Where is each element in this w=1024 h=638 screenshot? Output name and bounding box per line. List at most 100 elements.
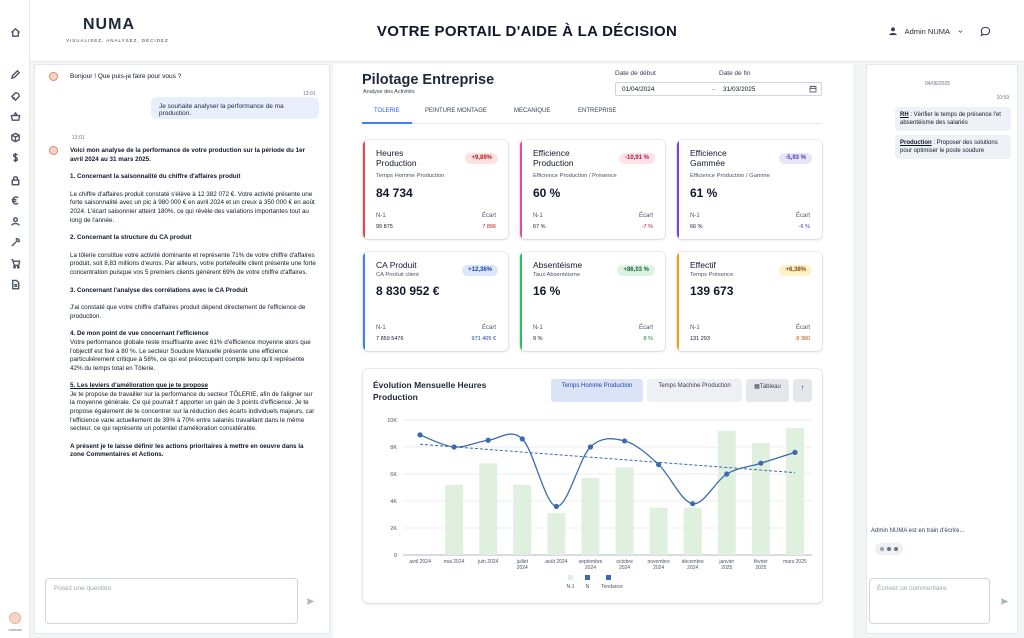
y-tick-label: 6K xyxy=(390,472,397,478)
table-icon: ▦ xyxy=(754,384,760,390)
user-message: Je souhaite analyser la performance de m… xyxy=(151,97,319,119)
rocket-icon[interactable] xyxy=(10,91,21,102)
kpi-n1-value: 99 875 xyxy=(376,224,393,230)
tab-peinture-montage[interactable]: PEINTURE MONTAGE xyxy=(425,108,487,114)
pencil-icon[interactable] xyxy=(10,69,21,80)
box-icon[interactable] xyxy=(10,132,21,143)
chat-bubble-icon[interactable] xyxy=(980,26,991,37)
x-tick-label: décembre xyxy=(682,559,704,565)
logo-tagline: VISUALISEZ, ANALYSEZ, DÉCIDEZ xyxy=(66,38,169,43)
temps-machine-button[interactable]: Temps Machine Production xyxy=(647,379,742,402)
kpi-variation-badge: +86,03 % xyxy=(617,265,655,276)
kpi-subtitle: Temps Homme Production xyxy=(376,173,445,179)
assistant-chat-panel: Bonjour ! Que puis-je faire pour vous ? … xyxy=(34,64,330,634)
kpi-n1-value: 7 859 5476 xyxy=(376,336,404,342)
x-tick-label: 2025 xyxy=(755,565,766,571)
kpi-title: Efficience Gammée xyxy=(690,148,727,168)
question-input[interactable]: Posez une question xyxy=(45,578,298,624)
dashboard-title: Pilotage Entreprise xyxy=(362,72,495,88)
kpi-title: Absentéisme xyxy=(533,260,583,270)
start-date-field[interactable]: 01/04/2024 xyxy=(622,86,655,93)
home-icon[interactable] xyxy=(10,27,21,38)
kpi-value: 8 830 952 € xyxy=(376,284,440,298)
kpi-variation-badge: +6,38% xyxy=(779,265,812,276)
kpi-card-heures-production[interactable]: Heures Production +9,89% Temps Homme Produ… xyxy=(363,140,508,239)
point-n xyxy=(587,444,594,450)
x-tick-label: avril 2024 xyxy=(409,559,431,565)
bar-n1 xyxy=(649,507,668,555)
y-tick-label: 10K xyxy=(387,418,397,424)
bar-n1 xyxy=(683,507,702,555)
logo-name: NUMA xyxy=(83,16,135,33)
kpi-ecart-value: 971 405 € xyxy=(471,336,496,342)
legend-label: Tendance xyxy=(601,584,623,590)
user-icon xyxy=(888,27,897,36)
x-tick-label: mars 2025 xyxy=(783,559,807,565)
trend-line xyxy=(420,443,795,474)
kpi-accent-bar xyxy=(677,252,679,351)
cart-icon[interactable] xyxy=(10,258,21,269)
temps-homme-button[interactable]: Temps Homme Production xyxy=(551,379,643,402)
bar-n1 xyxy=(581,478,600,555)
tab-entreprise[interactable]: ENTREPRISE xyxy=(578,108,617,114)
y-tick-label: 2K xyxy=(390,526,397,532)
kpi-accent-bar xyxy=(363,252,365,351)
x-tick-label: mai 2024 xyxy=(444,559,465,565)
kpi-accent-bar xyxy=(520,252,522,351)
x-tick-label: 2024 xyxy=(653,565,664,571)
comment-input[interactable]: Écrivez un commentaire xyxy=(869,578,990,624)
dollar-icon[interactable] xyxy=(10,152,21,163)
date-range-picker[interactable]: 01/04/2024 – 31/03/2025 xyxy=(615,82,822,96)
basket-icon[interactable] xyxy=(10,111,21,122)
table-view-button[interactable]: ▦Tableau xyxy=(746,379,789,402)
x-tick-label: novembre xyxy=(648,559,670,565)
tab-tolerie[interactable]: TOLERIE xyxy=(374,108,400,114)
rail-brand: numaai xyxy=(3,612,27,632)
note-title: Production xyxy=(900,140,932,146)
user-icon[interactable] xyxy=(10,216,21,227)
send-icon[interactable] xyxy=(306,597,315,606)
x-tick-label: septembre xyxy=(579,559,603,565)
analysis-heading: 3. Concernant l'analyse des corrélations… xyxy=(70,286,248,294)
kpi-value: 60 % xyxy=(533,186,561,200)
bar-n1 xyxy=(547,513,566,555)
kpi-n1-label: N-1 xyxy=(533,213,543,219)
send-icon[interactable] xyxy=(1000,597,1009,606)
arrow-up-icon[interactable]: ↑ xyxy=(793,379,812,402)
lock-icon[interactable] xyxy=(10,175,21,186)
kpi-card-absenteisme[interactable]: Absentéisme +86,03 % Taux Absentéisme 16 % N… xyxy=(520,252,665,351)
kpi-title: Efficience Production xyxy=(533,148,574,168)
kpi-card-ca-produit[interactable]: CA Produit +12,36% CA Produit client 8 830 … xyxy=(363,252,508,351)
kpi-card-efficience-gammee[interactable]: Efficience Gammée -5,93 % Efficience Produ… xyxy=(677,140,822,239)
user-menu[interactable]: Admin NUMA xyxy=(888,26,964,36)
bar-n1 xyxy=(615,467,634,555)
kpi-subtitle: Efficience Production / Gamme xyxy=(690,173,770,179)
calendar-icon[interactable] xyxy=(809,85,817,93)
legend-swatch xyxy=(585,575,590,580)
bar-n1 xyxy=(479,463,498,555)
comments-panel: 04/06/2025 10:59 RH : Vérifier le temps … xyxy=(866,64,1018,634)
kpi-variation-badge: -5,93 % xyxy=(779,153,812,164)
wrench-icon[interactable] xyxy=(10,237,21,248)
brand-avatar xyxy=(9,612,21,624)
comment-note-rh: RH : Vérifier le temps de présence l'et … xyxy=(895,107,1011,131)
end-date-field[interactable]: 31/03/2025 xyxy=(723,86,756,93)
note-text: : Proposer des solutions pour optimiser … xyxy=(900,140,998,154)
point-n xyxy=(656,461,662,468)
kpi-n1-value: 9 % xyxy=(533,336,543,342)
kpi-subtitle: Temps Présence xyxy=(690,272,734,278)
kpi-n1-label: N-1 xyxy=(376,325,386,331)
line-n xyxy=(419,433,796,508)
logo[interactable]: NUMA VISUALISEZ, ANALYSEZ, DÉCIDEZ xyxy=(66,16,169,43)
start-date-label: Date de début xyxy=(615,70,656,77)
analysis-heading: 2. Concernant la structure du CA produit xyxy=(70,234,192,242)
document-icon[interactable] xyxy=(10,279,21,290)
kpi-card-efficience-production[interactable]: Efficience Production -10,91 % Efficience … xyxy=(520,140,665,239)
date-separator: – xyxy=(712,86,716,93)
x-tick-label: février xyxy=(754,559,768,565)
kpi-variation-badge: +9,89% xyxy=(465,153,498,164)
kpi-card-effectif[interactable]: Effectif +6,38% Temps Présence 139 673 N-1 13… xyxy=(677,252,822,351)
euro-icon[interactable] xyxy=(10,195,21,206)
bot-avatar xyxy=(49,72,58,81)
tab-mecanique[interactable]: MECANIQUE xyxy=(514,108,551,114)
